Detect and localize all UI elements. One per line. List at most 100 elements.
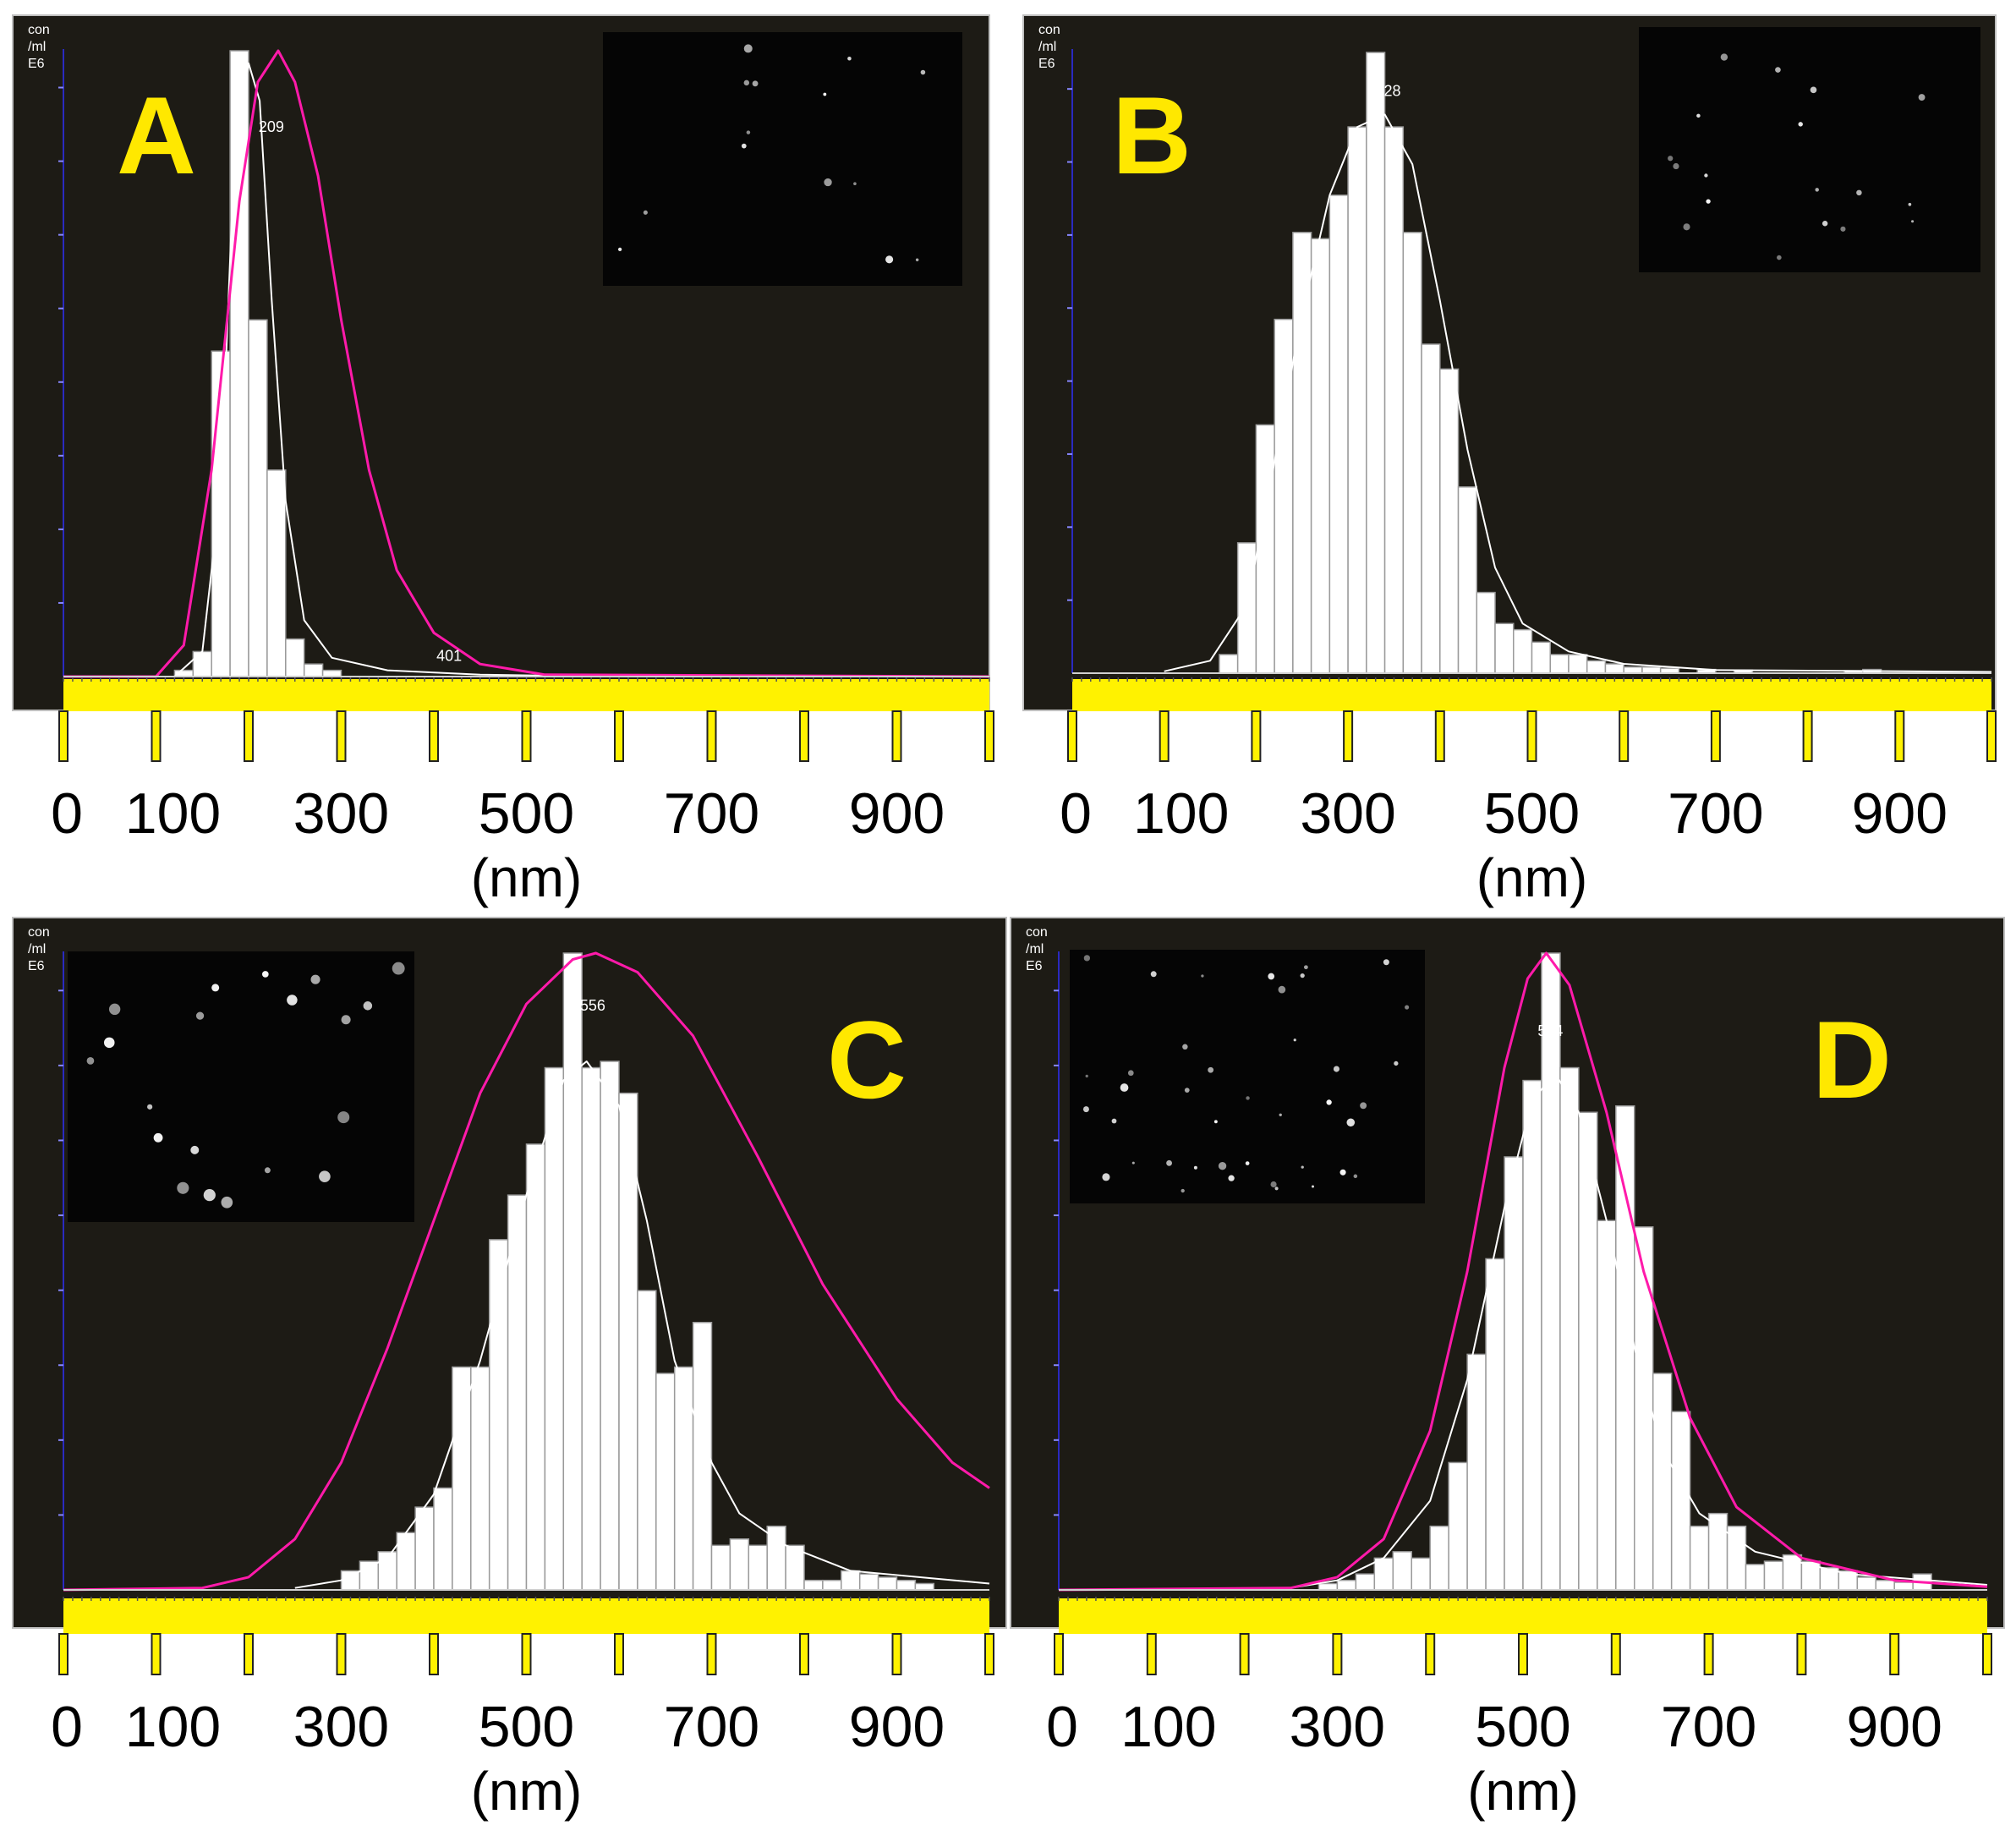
panel-d: con /ml E6 514 0 100 300 500 700 900 (nm) D	[1010, 917, 2005, 1822]
fit-curves	[1058, 951, 1988, 1592]
x-tick-label: 300	[293, 1695, 389, 1759]
histogram-bar	[1347, 126, 1367, 674]
histogram-bar	[525, 1143, 546, 1591]
histogram-bars	[1318, 952, 1932, 1591]
inset-particle	[1293, 1039, 1296, 1042]
inset-particle	[1181, 1188, 1185, 1193]
fit-curves	[63, 49, 990, 678]
major-tick	[1619, 710, 1630, 762]
histogram-bar	[229, 50, 249, 677]
magenta-fit-curve	[63, 951, 990, 1592]
major-tick	[984, 1633, 994, 1675]
histogram-bar	[1522, 1079, 1542, 1591]
peak-annotations: 328	[1376, 82, 1401, 99]
histogram-bar	[1875, 1579, 1895, 1591]
histogram-bar	[1411, 1557, 1431, 1591]
histogram-bar	[359, 1560, 380, 1591]
ylabel-con: con	[1026, 925, 1048, 940]
histogram-bar	[1597, 1219, 1617, 1591]
histogram-bar	[321, 669, 342, 677]
histogram-bar	[1641, 666, 1662, 674]
inset-particle	[1201, 974, 1204, 978]
histogram-bar	[1236, 542, 1257, 674]
x-tick-label: 900	[1852, 781, 1948, 846]
x-tick-label: 100	[1133, 781, 1229, 846]
panel-c: con /ml E6 556 0 100 300 500 700 900 (nm) C	[12, 917, 1007, 1822]
histogram-bar	[1568, 654, 1588, 674]
inset-particle	[363, 1001, 373, 1011]
x-tick-label: 900	[849, 1695, 945, 1759]
inset-particle	[1131, 1161, 1135, 1165]
histogram-bar	[581, 1066, 601, 1591]
histogram-bar	[729, 1538, 750, 1591]
inset-particle	[885, 255, 894, 264]
histogram-bar	[748, 1544, 768, 1591]
microscopy-inset	[1639, 27, 1980, 272]
peak-annotations: 556	[580, 997, 605, 1014]
histogram-bar	[1586, 660, 1607, 674]
inset-particle	[1184, 1088, 1190, 1093]
panel-b: con /ml E6 328 0 100 300 500 700 900 (nm) B	[1022, 14, 1997, 908]
inset-particle	[1777, 255, 1782, 260]
inset-particle	[1301, 1165, 1304, 1169]
histogram-bar	[1549, 654, 1570, 674]
major-tick	[429, 1633, 439, 1675]
inset-particle	[108, 1003, 121, 1016]
inset-particle	[1270, 1181, 1277, 1188]
panel-label: C	[827, 998, 907, 1121]
major-tick	[1239, 1633, 1250, 1675]
panel-label: B	[1112, 74, 1192, 197]
histogram-bar	[1578, 1111, 1598, 1591]
inset-particle	[1696, 113, 1701, 118]
major-tick	[1802, 710, 1813, 762]
histogram-bar	[1366, 52, 1386, 674]
inset-particle	[1683, 223, 1690, 231]
histogram-bar	[285, 638, 305, 677]
histogram-bar	[1689, 1525, 1710, 1591]
inset-particle	[1815, 188, 1819, 192]
ylabel-e6: E6	[28, 57, 45, 71]
major-tick	[1518, 1633, 1528, 1675]
histogram-bar	[1763, 1560, 1784, 1591]
inset-particle	[1856, 189, 1862, 196]
histogram-bar	[637, 1290, 657, 1591]
histogram-bar	[1421, 343, 1441, 674]
inset-particle	[1166, 1159, 1172, 1166]
major-tick	[1796, 1633, 1807, 1675]
histogram-bar	[1559, 1066, 1580, 1591]
inset-particle	[1274, 1187, 1279, 1191]
inset-particle	[1111, 1118, 1117, 1124]
histogram-bar	[1219, 654, 1239, 674]
histogram-bar	[1448, 1461, 1468, 1591]
ylabel-e6: E6	[1038, 57, 1055, 71]
major-tick	[799, 1633, 809, 1675]
fit-curves	[1164, 113, 1992, 673]
histogram-bar	[1856, 1576, 1876, 1591]
inset-particle	[1810, 86, 1817, 94]
microscopy-inset	[603, 32, 962, 286]
x-axis-tick-labels: 0 100 300 500 700 900	[51, 1695, 945, 1759]
histogram-bar	[1504, 1156, 1524, 1591]
x-tick-label: 900	[849, 781, 945, 846]
magenta-fit-curve	[1058, 951, 1988, 1592]
x-axis-ticks	[58, 677, 994, 762]
histogram-bar	[1531, 641, 1551, 674]
histogram-bar	[414, 1506, 435, 1591]
inset-particle	[915, 258, 919, 261]
ylabel-e6: E6	[1026, 959, 1043, 973]
inset-particle	[1673, 162, 1679, 170]
inset-particle	[1279, 1113, 1282, 1116]
histogram-bars	[340, 952, 935, 1591]
histogram-bar	[211, 350, 231, 677]
histogram-bar	[766, 1525, 786, 1591]
major-tick	[1710, 710, 1721, 762]
histogram-bar	[1255, 424, 1275, 674]
histogram-bar	[1726, 1525, 1747, 1591]
x-tick-label: 300	[1290, 1695, 1385, 1759]
major-tick	[1332, 1633, 1343, 1675]
inset-particle	[153, 1132, 163, 1143]
ylabel-e6: E6	[28, 959, 45, 973]
inset-particle	[1840, 226, 1846, 232]
histogram-bar	[914, 1582, 935, 1591]
